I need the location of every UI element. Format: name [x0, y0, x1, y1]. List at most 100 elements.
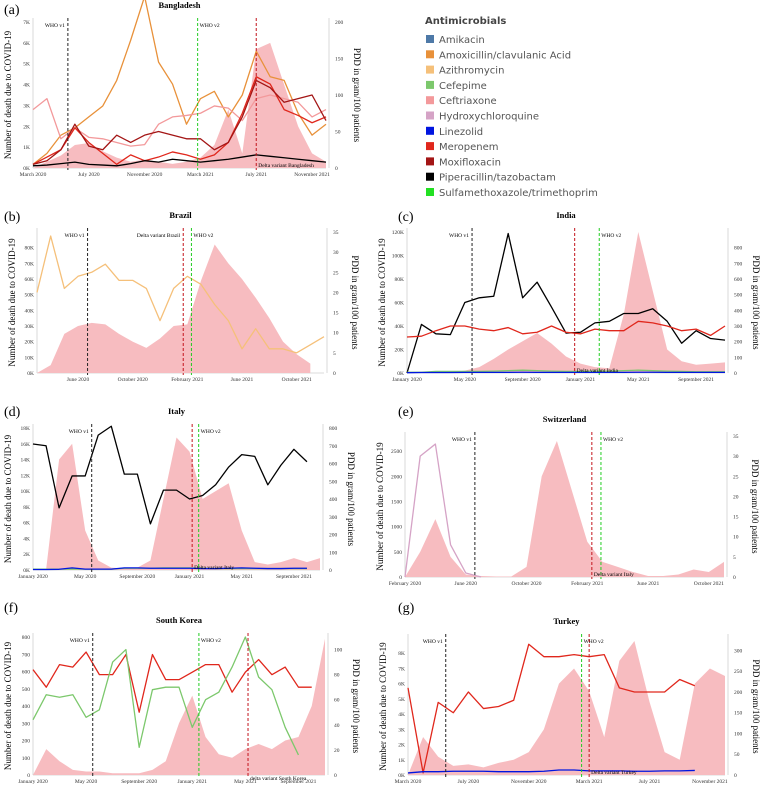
y-tick-label: 6K: [23, 521, 30, 527]
who-v1-label: WHO v1: [452, 437, 472, 443]
y-tick-label: 120K: [392, 230, 404, 236]
y-tick-label: 70K: [25, 261, 35, 267]
y-tick-label: 0: [27, 773, 30, 779]
y-tick-label: 500: [394, 550, 403, 556]
y-tick-label: 100K: [392, 254, 404, 260]
x-tick-label: May 2021: [230, 574, 253, 580]
y-tick-label: 800: [22, 635, 31, 641]
y2-axis-title: PDD in gram/100 patients: [751, 255, 760, 350]
deaths-area: [405, 441, 724, 577]
y-tick-label: 400: [22, 704, 31, 710]
y2-tick-label: 20: [334, 748, 340, 754]
who-v1-label: WHO v1: [449, 233, 469, 239]
who-v1-label: WHO v1: [45, 23, 65, 29]
x-tick-label: September 2021: [678, 377, 714, 383]
x-tick-label: June 2020: [67, 377, 90, 383]
y-tick-label: 0K: [398, 773, 405, 779]
x-tick-label: July 2021: [639, 779, 661, 785]
y-axis-title: Number of death due to COVID-19: [375, 442, 385, 571]
y-tick-label: 60K: [25, 277, 35, 283]
y2-tick-label: 500: [329, 479, 338, 485]
y-axis-title: Number of death due to COVID-19: [7, 238, 17, 367]
deaths-area: [407, 232, 725, 373]
delta-variant-label: Delta variant Italy: [194, 565, 234, 571]
y-tick-label: 5K: [398, 697, 405, 703]
y2-tick-label: 150: [335, 57, 344, 63]
y-tick-label: 4K: [23, 536, 30, 542]
x-tick-label: January 2020: [392, 377, 422, 383]
series-line-cefepime: [407, 369, 725, 373]
x-tick-label: June 2021: [231, 377, 254, 383]
chart-title: Bangladesh: [158, 0, 200, 10]
legend: Antimicrobials Amikacin Amoxicillin/clavul…: [425, 16, 598, 199]
y-tick-label: 40K: [25, 308, 35, 314]
who-v2-label: WHO v2: [193, 233, 213, 239]
y2-tick-label: 200: [734, 690, 743, 696]
y2-axis-title: PDD in gram/100 patients: [351, 659, 361, 754]
legend-swatch: [426, 96, 434, 105]
y2-tick-label: 500: [734, 293, 743, 299]
legend-swatch: [426, 35, 434, 43]
who-v1-label: WHO v1: [423, 639, 443, 645]
x-tick-label: July 2021: [245, 172, 267, 178]
x-tick-label: February 2020: [389, 581, 421, 587]
panel-label: (c): [398, 210, 414, 225]
deaths-area: [33, 437, 320, 570]
y2-tick-label: 200: [734, 340, 743, 346]
y2-tick-label: 10: [733, 535, 739, 541]
who-v1-label: WHO v1: [69, 429, 89, 435]
y-tick-label: 1500: [391, 499, 402, 505]
x-tick-label: February 2021: [171, 377, 203, 383]
legend-swatch: [426, 172, 434, 181]
panel-label: (b): [4, 210, 21, 225]
legend-item: Sulfamethoxazole/trimethoprim: [439, 188, 598, 199]
legend-swatch: [426, 80, 434, 89]
y2-tick-label: 20: [333, 290, 339, 296]
y2-tick-label: 300: [734, 324, 743, 330]
delta-variant-label: Delta variant Brazil: [137, 233, 181, 239]
x-tick-label: May 2021: [627, 377, 650, 383]
y2-tick-label: 35: [333, 230, 339, 236]
y-tick-label: 7K: [23, 20, 30, 26]
y2-tick-label: 50: [734, 752, 740, 758]
legend-item: Amikacin: [439, 35, 485, 46]
x-tick-label: March 2021: [576, 779, 603, 785]
y-tick-label: 600: [22, 670, 31, 676]
y2-tick-label: 10: [333, 331, 339, 337]
panel-label: (e): [398, 405, 414, 420]
legend-swatch: [426, 126, 434, 135]
series-line-piperacillin-tazobactam: [32, 154, 327, 167]
chart-title: Switzerland: [543, 414, 587, 424]
y-tick-label: 60K: [395, 301, 405, 307]
legend-title: Antimicrobials: [425, 16, 506, 27]
y-tick-label: 18K: [21, 426, 31, 432]
y-tick-label: 700: [22, 652, 31, 658]
x-tick-label: June 2021: [637, 581, 660, 587]
chart-title: India: [556, 210, 576, 220]
who-v2-label: WHO v2: [601, 233, 621, 239]
x-tick-label: March 2021: [187, 172, 214, 178]
y-tick-label: 200: [22, 739, 31, 745]
chart-panel-turkey: (g) Turkey 0K 1K 2K 3K 4K 5K 6K 7K 8K 0 50 100 150 200 2…: [378, 601, 760, 785]
series-line-meropenem: [406, 320, 726, 338]
legend-item: Moxifloxacin: [439, 157, 501, 168]
y-tick-label: 500: [22, 687, 31, 693]
y-tick-label: 1000: [391, 525, 402, 531]
x-tick-label: June 2020: [455, 581, 478, 587]
y2-axis-title: PDD in gram/100 patients: [751, 659, 760, 754]
who-v1-label: WHO v1: [70, 638, 90, 644]
y-tick-label: 14K: [21, 458, 31, 464]
y2-axis-title: PDD in gram/100 patients: [750, 459, 760, 554]
x-tick-label: May 2020: [75, 779, 98, 785]
y2-tick-label: 30: [733, 454, 739, 460]
x-tick-label: January 2020: [18, 574, 48, 580]
x-tick-label: November 2020: [127, 172, 163, 178]
x-tick-label: October 2020: [118, 377, 148, 383]
y2-tick-label: 100: [734, 731, 743, 737]
x-tick-label: July 2020: [458, 779, 480, 785]
x-tick-label: October 2020: [511, 581, 541, 587]
chart-panel-bangladesh: (a) Bangladesh 0K 1K 2K 3K 4K 5K 6K 7K 0 50 100 150 20…: [3, 0, 362, 178]
y2-tick-label: 200: [329, 533, 338, 539]
x-tick-label: January 2021: [175, 574, 205, 580]
x-tick-label: September 2020: [119, 574, 155, 580]
